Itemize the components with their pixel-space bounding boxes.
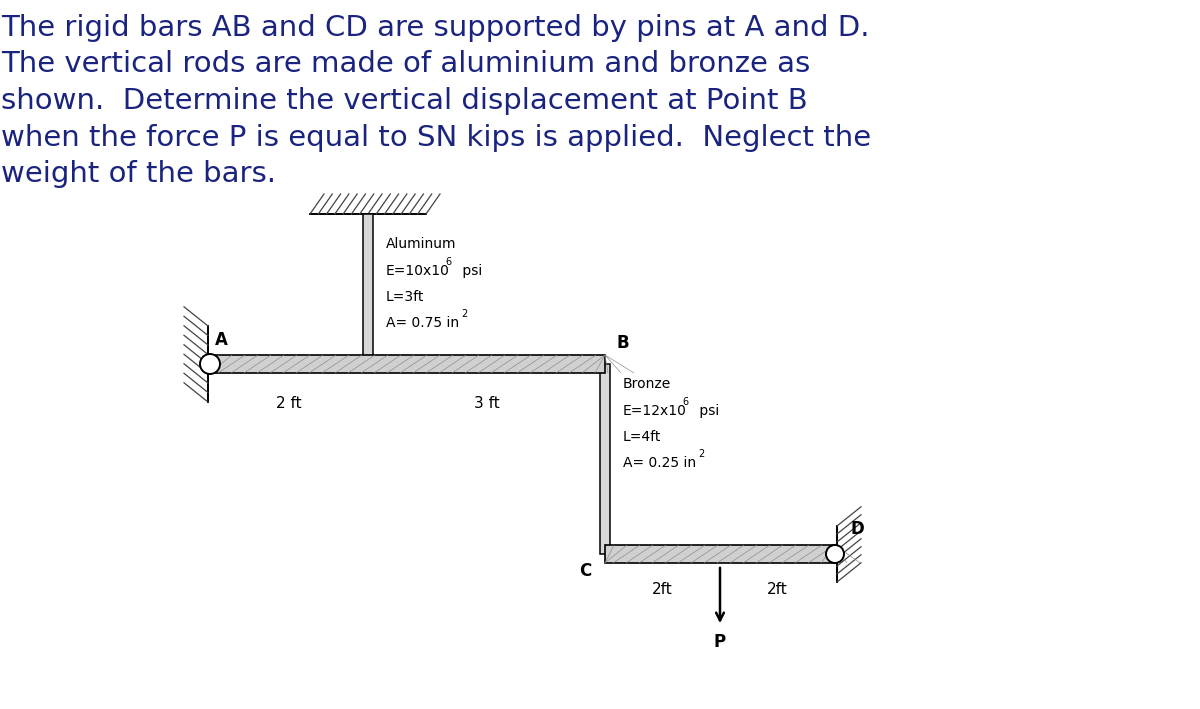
Bar	[600, 364, 610, 554]
Text: shown.  Determine the vertical displacement at Point B: shown. Determine the vertical displaceme…	[1, 87, 808, 115]
Text: 2: 2	[461, 309, 467, 319]
Text: 2: 2	[698, 449, 704, 459]
Text: Aluminum: Aluminum	[386, 237, 456, 251]
Text: The rigid bars AB and CD are supported by pins at A and D.: The rigid bars AB and CD are supported b…	[1, 14, 870, 42]
Text: C: C	[578, 562, 592, 580]
Bar	[364, 214, 373, 364]
Circle shape	[826, 545, 844, 563]
Text: D: D	[850, 520, 864, 538]
Circle shape	[200, 354, 220, 374]
Text: weight of the bars.: weight of the bars.	[1, 160, 276, 188]
Text: E=10x10: E=10x10	[386, 264, 450, 278]
Text: E=12x10: E=12x10	[623, 404, 686, 418]
Bar	[605, 545, 835, 563]
Text: A: A	[215, 331, 228, 349]
Text: 2ft: 2ft	[767, 582, 788, 597]
Text: L=4ft: L=4ft	[623, 430, 661, 444]
Text: psi: psi	[458, 264, 482, 278]
Bar	[210, 355, 605, 373]
Text: 6: 6	[683, 397, 689, 407]
Text: 2 ft: 2 ft	[276, 396, 302, 411]
Text: B: B	[617, 334, 630, 352]
Text: L=3ft: L=3ft	[386, 290, 425, 304]
Text: 3 ft: 3 ft	[474, 396, 499, 411]
Text: 6: 6	[445, 257, 451, 267]
Text: A= 0.75 in: A= 0.75 in	[386, 316, 460, 330]
Text: psi: psi	[695, 404, 719, 418]
Text: The vertical rods are made of aluminium and bronze as: The vertical rods are made of aluminium …	[1, 50, 810, 79]
Text: Bronze: Bronze	[623, 377, 671, 391]
Text: P: P	[714, 633, 726, 651]
Text: A= 0.25 in: A= 0.25 in	[623, 456, 696, 470]
Text: 2ft: 2ft	[652, 582, 673, 597]
Text: when the force P is equal to SN kips is applied.  Neglect the: when the force P is equal to SN kips is …	[1, 123, 871, 152]
